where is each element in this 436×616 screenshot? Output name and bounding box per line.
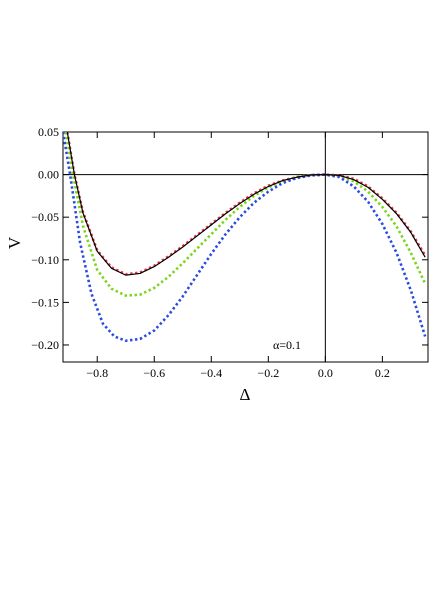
x-tick-label: 0.0 — [318, 366, 333, 380]
y-tick-label: −0.15 — [31, 295, 59, 309]
y-tick-label: −0.10 — [31, 253, 59, 267]
x-tick-label: 0.2 — [375, 366, 390, 380]
series-line-1 — [66, 132, 426, 276]
x-axis-label: Δ — [240, 385, 251, 404]
series-line-3 — [64, 132, 427, 297]
y-axis-ticks: 0.05 0.00 −0.05 −0.10 −0.15 −0.20 — [31, 125, 428, 352]
alpha-annotation: α=0.1 — [273, 338, 301, 352]
series-line-2 — [65, 132, 427, 276]
plot-frame — [62, 131, 429, 363]
x-axis-ticks: −0.8 −0.6 −0.4 −0.2 0.0 0.2 — [86, 132, 390, 380]
series-line-4 — [63, 132, 427, 342]
x-tick-label: −0.4 — [200, 366, 222, 380]
y-tick-label: −0.05 — [31, 210, 59, 224]
y-tick-label: 0.05 — [38, 125, 59, 139]
y-axis-label: V — [5, 236, 24, 249]
x-tick-label: −0.2 — [257, 366, 279, 380]
y-tick-label: 0.00 — [38, 168, 59, 182]
x-tick-label: −0.8 — [86, 366, 108, 380]
x-tick-label: −0.6 — [143, 366, 165, 380]
y-tick-label: −0.20 — [31, 338, 59, 352]
series-layer — [63, 132, 427, 342]
